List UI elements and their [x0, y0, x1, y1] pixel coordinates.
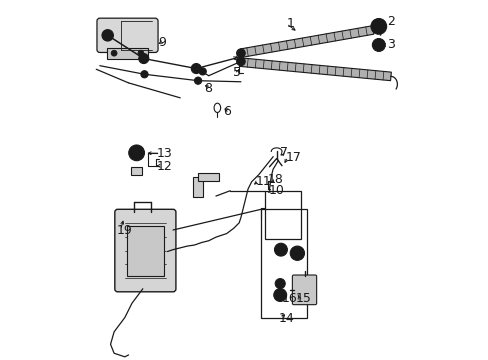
- Bar: [192, 177, 203, 197]
- Text: 6: 6: [223, 105, 230, 118]
- Circle shape: [128, 145, 144, 161]
- Text: 7: 7: [279, 146, 287, 159]
- Circle shape: [199, 68, 206, 75]
- Circle shape: [273, 289, 286, 301]
- Polygon shape: [240, 26, 373, 57]
- Circle shape: [290, 246, 304, 260]
- Circle shape: [372, 39, 385, 51]
- Circle shape: [275, 279, 285, 289]
- Text: 9: 9: [158, 36, 165, 49]
- Text: 10: 10: [268, 184, 284, 197]
- Circle shape: [293, 249, 300, 257]
- Text: 1: 1: [286, 17, 294, 30]
- Text: 4: 4: [233, 52, 241, 65]
- Text: 12: 12: [157, 160, 172, 173]
- Circle shape: [194, 77, 201, 84]
- Text: 3: 3: [386, 39, 394, 51]
- Circle shape: [141, 71, 148, 78]
- Bar: [260, 208, 306, 318]
- Text: 16: 16: [282, 292, 297, 305]
- Text: 8: 8: [204, 82, 212, 95]
- Circle shape: [133, 149, 140, 157]
- Circle shape: [111, 50, 117, 56]
- Circle shape: [375, 42, 381, 48]
- Bar: [131, 167, 142, 175]
- Circle shape: [139, 54, 148, 64]
- Bar: [126, 226, 164, 276]
- Circle shape: [236, 49, 244, 58]
- Circle shape: [105, 33, 110, 38]
- Text: 11: 11: [255, 175, 270, 188]
- FancyBboxPatch shape: [97, 18, 158, 53]
- FancyBboxPatch shape: [292, 275, 316, 305]
- FancyBboxPatch shape: [115, 209, 176, 292]
- Text: 2: 2: [386, 14, 394, 27]
- Bar: [264, 191, 300, 239]
- Text: 15: 15: [295, 292, 311, 305]
- Circle shape: [277, 292, 283, 298]
- Bar: [198, 173, 219, 181]
- Polygon shape: [239, 58, 390, 81]
- Text: 5: 5: [233, 66, 241, 79]
- Circle shape: [278, 247, 283, 252]
- Circle shape: [191, 64, 201, 73]
- Circle shape: [278, 282, 282, 286]
- Text: 14: 14: [278, 312, 294, 325]
- Bar: [107, 48, 148, 59]
- Text: 17: 17: [285, 150, 301, 164]
- Circle shape: [370, 18, 386, 34]
- Circle shape: [274, 243, 287, 256]
- Text: 19: 19: [117, 224, 132, 237]
- Circle shape: [236, 57, 244, 66]
- Text: 18: 18: [267, 173, 283, 186]
- Circle shape: [138, 50, 143, 56]
- Circle shape: [102, 30, 113, 41]
- Text: 13: 13: [157, 147, 172, 160]
- Circle shape: [374, 22, 382, 31]
